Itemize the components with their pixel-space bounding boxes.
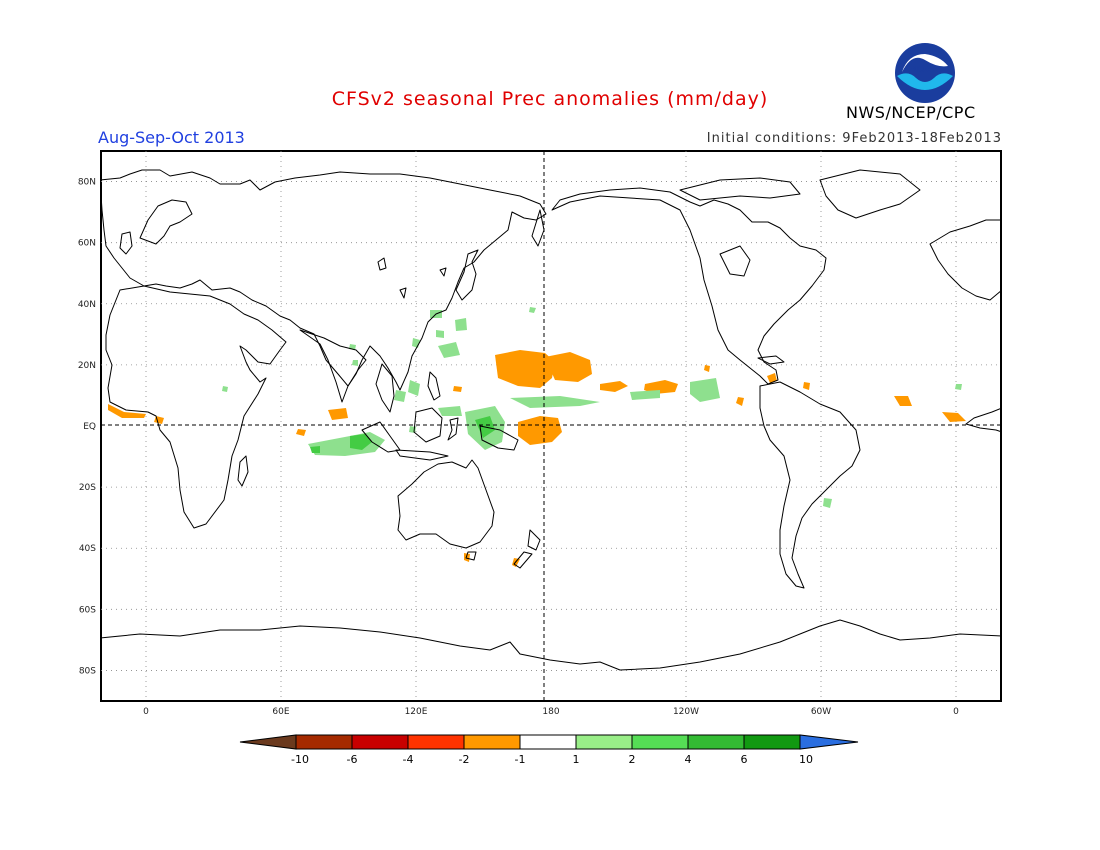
colorbar-swatch [351,734,409,750]
colorbar-label: -4 [403,753,414,766]
lat-label-60n: 60N [78,239,96,249]
lat-label-80s: 80S [79,666,96,676]
colorbar-label: -6 [347,753,358,766]
colorbar-swatch [407,734,465,750]
initial-conditions-label: Initial conditions: 9Feb2013-18Feb2013 [706,131,1002,146]
colorbar-label: 1 [573,753,580,766]
colorbar-swatch [519,734,577,750]
map-gridlines [101,151,1001,701]
colorbar-low-end [239,734,297,750]
colorbar-swatches [239,734,859,750]
colorbar-label: 4 [685,753,692,766]
colorbar-high-end [799,734,859,750]
colorbar-swatch [575,734,633,750]
colorbar-label: 10 [799,753,813,766]
noaa-logo-icon: NOAA [895,43,955,103]
organization-label: NWS/NCEP/CPC [846,103,976,122]
colorbar-label: 6 [741,753,748,766]
lat-label-20n: 20N [78,361,96,371]
negative-anomaly-areas [108,350,966,567]
lon-label-180: 180 [542,707,559,717]
lat-label-40s: 40S [79,544,96,554]
lon-label-0: 0 [953,707,959,717]
noaa-logo-text: NOAA [911,65,940,75]
colorbar-label: -2 [459,753,470,766]
season-label: Aug-Sep-Oct 2013 [98,128,245,147]
lon-label-60e: 60E [272,707,289,717]
chart-title: CFSv2 seasonal Prec anomalies (mm/day) [331,88,769,110]
colorbar-swatch [631,734,689,750]
colorbar-label: -1 [515,753,526,766]
lat-label-80n: 80N [78,178,96,188]
colorbar-label: 2 [629,753,636,766]
colorbar-swatch [295,734,353,750]
lat-label-eq: EQ [83,422,96,432]
colorbar: -10 -6 -4 -2 -1 1 2 4 6 10 [239,734,859,766]
colorbar-swatch [463,734,521,750]
lon-label-120e: 120E [405,707,428,717]
colorbar-labels: -10 -6 -4 -2 -1 1 2 4 6 10 [291,753,813,766]
lat-label-20s: 20S [79,483,96,493]
colorbar-label: -10 [291,753,309,766]
coastlines [100,169,1002,671]
lon-label-120w: 120W [673,707,699,717]
anomaly-shading [108,307,966,567]
lon-label-60w: 60W [811,707,831,717]
colorbar-swatch [743,734,801,750]
lat-label-40n: 40N [78,300,96,310]
precip-anomaly-map [100,150,1002,702]
colorbar-swatch [687,734,745,750]
lat-label-60s: 60S [79,605,96,615]
lon-label-0: 0 [143,707,149,717]
